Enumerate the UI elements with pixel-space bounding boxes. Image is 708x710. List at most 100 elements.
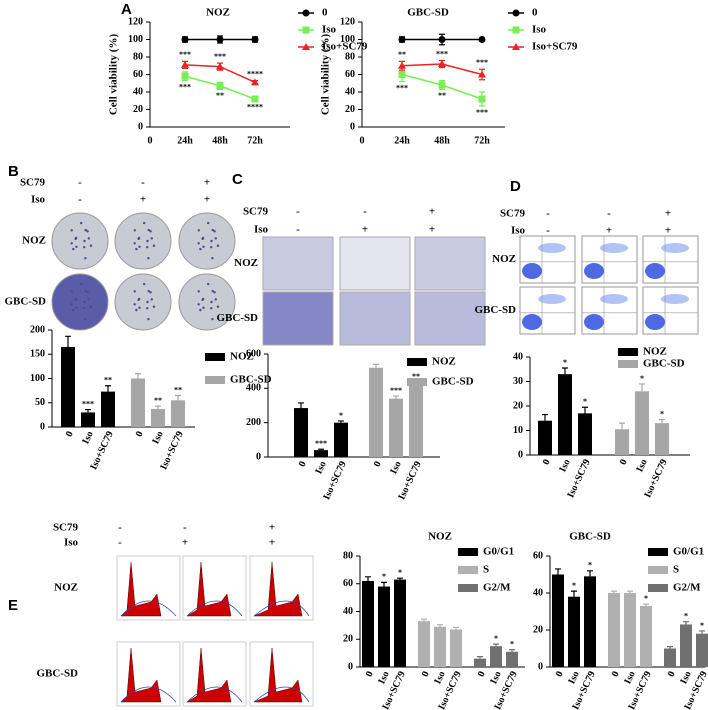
colony (147, 289, 150, 293)
factor-label: Iso (64, 537, 79, 549)
significance: ** (438, 91, 446, 100)
error-bar (477, 655, 483, 659)
x-tick-label: 0 (618, 458, 630, 467)
colony (149, 230, 152, 233)
chart-title: GBC-SD (569, 531, 611, 543)
error-bar (639, 383, 645, 392)
g1-peak (186, 647, 232, 703)
x-tick-label: 48h (434, 135, 450, 146)
y-tick-label: 20 (345, 104, 355, 115)
y-tick-label: 100 (128, 34, 143, 45)
error-bar (413, 381, 419, 385)
colony (75, 306, 78, 309)
bar (552, 574, 564, 667)
y-tick-label: 40 (343, 606, 353, 617)
colony (83, 306, 86, 310)
significance: *** (476, 108, 488, 117)
cell-cloud (538, 243, 566, 253)
y-tick-label: 20 (133, 104, 143, 115)
significance: * (563, 358, 567, 367)
colony (72, 247, 75, 251)
colony (211, 289, 214, 293)
colony (137, 297, 141, 301)
colony (86, 230, 89, 233)
x-tick-label: 0 (297, 460, 309, 469)
significance: *** (82, 399, 94, 408)
colony (70, 290, 73, 293)
y-tick-label: 0 (40, 421, 45, 432)
legend-label: GBC-SD (432, 376, 474, 388)
colony (79, 221, 83, 225)
data-point (216, 36, 224, 43)
error-bar (587, 570, 593, 577)
sign-label: - (78, 194, 82, 206)
y-tick-label: 50 (35, 397, 45, 408)
g1-peak (120, 647, 162, 703)
x-tick-label: 0 (360, 135, 365, 146)
significance: * (644, 594, 648, 603)
row-label: NOZ (492, 253, 516, 265)
legend-swatch (407, 358, 427, 366)
colony (84, 228, 87, 232)
cell-cloud (522, 314, 542, 330)
colony (75, 245, 78, 248)
g1-peak (253, 647, 303, 703)
colony (210, 306, 213, 310)
cell-cloud (661, 294, 689, 304)
g1-peak (253, 561, 303, 617)
sign-label: - (141, 177, 145, 189)
fit-curve (253, 686, 310, 703)
x-tick-label: 0 (420, 670, 432, 679)
significance: * (700, 621, 704, 630)
colony (138, 245, 141, 248)
legend-marker (512, 43, 520, 50)
sign-label: - (607, 208, 611, 220)
data-point (251, 78, 259, 86)
bar (314, 450, 328, 457)
g1-peak (120, 561, 162, 617)
x-tick-label: Iso (313, 460, 328, 476)
g1-peak (186, 561, 232, 617)
bar (680, 624, 692, 667)
colony (84, 317, 87, 321)
y-tick-label: 40 (345, 86, 355, 97)
legend-swatch (618, 348, 638, 356)
colony (211, 228, 214, 232)
panel-label: B (8, 163, 19, 180)
x-tick-label: 0 (541, 458, 553, 467)
colony (87, 298, 90, 301)
error-bar (542, 413, 548, 421)
legend-label: G0/G1 (673, 546, 704, 558)
y-tick-label: 60 (133, 69, 143, 80)
legend-swatch (648, 548, 668, 556)
y-tick-label: 60 (533, 550, 543, 561)
factor-label: Iso (254, 224, 269, 236)
data-point (398, 61, 406, 69)
bar (369, 367, 383, 457)
significance: ** (412, 372, 420, 381)
legend-label: Iso (532, 24, 547, 36)
bar (61, 346, 75, 427)
colony (137, 236, 141, 240)
significance: ** (154, 396, 162, 405)
colony (199, 247, 202, 251)
y-tick-label: 120 (340, 16, 355, 27)
legend-label: NOZ (230, 351, 254, 363)
colony (87, 237, 90, 240)
legend-marker (302, 9, 310, 17)
cell-cloud (600, 243, 628, 253)
y-tick-label: 80 (343, 550, 353, 561)
colony (142, 221, 146, 225)
error-bar (683, 621, 689, 625)
x-tick-label: 0 (476, 670, 488, 679)
error-bar (509, 649, 515, 652)
bar (584, 576, 596, 667)
sign-label: - (296, 206, 300, 218)
fit-curve (186, 600, 243, 617)
significance: * (588, 561, 592, 570)
factor-label: SC79 (20, 177, 46, 189)
significance: ** (398, 50, 406, 59)
sign-label: - (183, 522, 187, 534)
data-point (216, 62, 224, 70)
